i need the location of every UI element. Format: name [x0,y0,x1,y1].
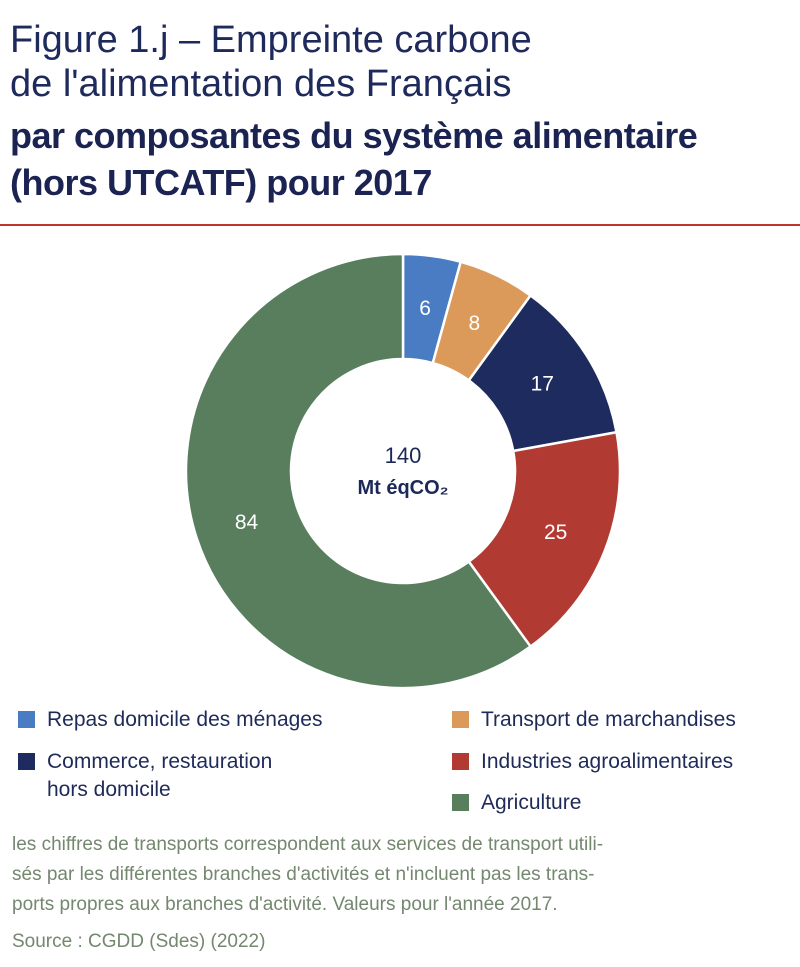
footnote: les chiffres de transports correspondent… [12,830,792,920]
donut-chart: 6 8 17 25 84 140 Mt éqCO₂ [184,252,622,690]
figure-subtitle: par composantes du système alimentaire (… [10,112,795,206]
subtitle-line-2: (hors UTCATF) pour 2017 [10,162,432,203]
title-line-2: de l'alimentation des Français [10,63,512,105]
legend-item-commerce: Commerce, restauration hors domicile [18,748,272,804]
legend-label-agriculture: Agriculture [481,791,582,814]
legend-item-transport: Transport de marchandises [452,706,736,734]
slice-label-transport-de-marchandises: 8 [469,312,481,335]
legend-item-repas: Repas domicile des ménages [18,706,322,734]
legend-label-industries: Industries agroalimentaires [481,750,734,773]
source-text: Source : CGDD (Sdes) (2022) [12,931,266,952]
title-line-1: Figure 1.j – Empreinte carbone [10,19,532,61]
legend-label-repas: Repas domicile des ménages [47,708,323,731]
slice-label-commerce-restauration-hors-domicile: 17 [531,372,554,395]
legend: Repas domicile des ménages Transport de … [0,700,800,820]
slice-label-repas-domicile-des-menages: 6 [419,297,431,320]
total-unit: Mt éqCO₂ [357,477,448,499]
footnote-line-3: ports propres aux branches d'activité. V… [12,894,558,915]
legend-label-commerce-line1: Commerce, restauration [47,750,273,773]
slice-label-agriculture: 84 [235,511,259,534]
slice-agriculture [184,252,533,690]
legend-item-industries: Industries agroalimentaires [452,748,733,776]
slice-industries-agroalimentaires [467,430,622,649]
legend-swatch-agriculture [452,794,469,811]
figure-title: Figure 1.j – Empreinte carbone de l'alim… [10,18,790,106]
total-value: 140 [385,443,422,468]
legend-swatch-industries [452,753,469,770]
legend-swatch-repas [18,711,35,728]
legend-label-transport: Transport de marchandises [481,708,736,731]
legend-label-commerce: Commerce, restauration hors domicile [47,748,272,804]
footnote-line-1: les chiffres de transports correspondent… [12,834,604,855]
footnote-line-2: sés par les différentes branches d'activ… [12,864,595,885]
legend-swatch-commerce [18,753,35,770]
subtitle-line-1: par composantes du système alimentaire [10,115,698,156]
slice-label-industries-agroalimentaires: 25 [544,521,567,544]
donut-slices [184,252,622,690]
legend-label-commerce-line2: hors domicile [47,778,171,801]
legend-swatch-transport [452,711,469,728]
title-divider [0,224,800,226]
legend-item-agriculture: Agriculture [452,789,581,817]
donut-labels: 6 8 17 25 84 [235,297,567,544]
